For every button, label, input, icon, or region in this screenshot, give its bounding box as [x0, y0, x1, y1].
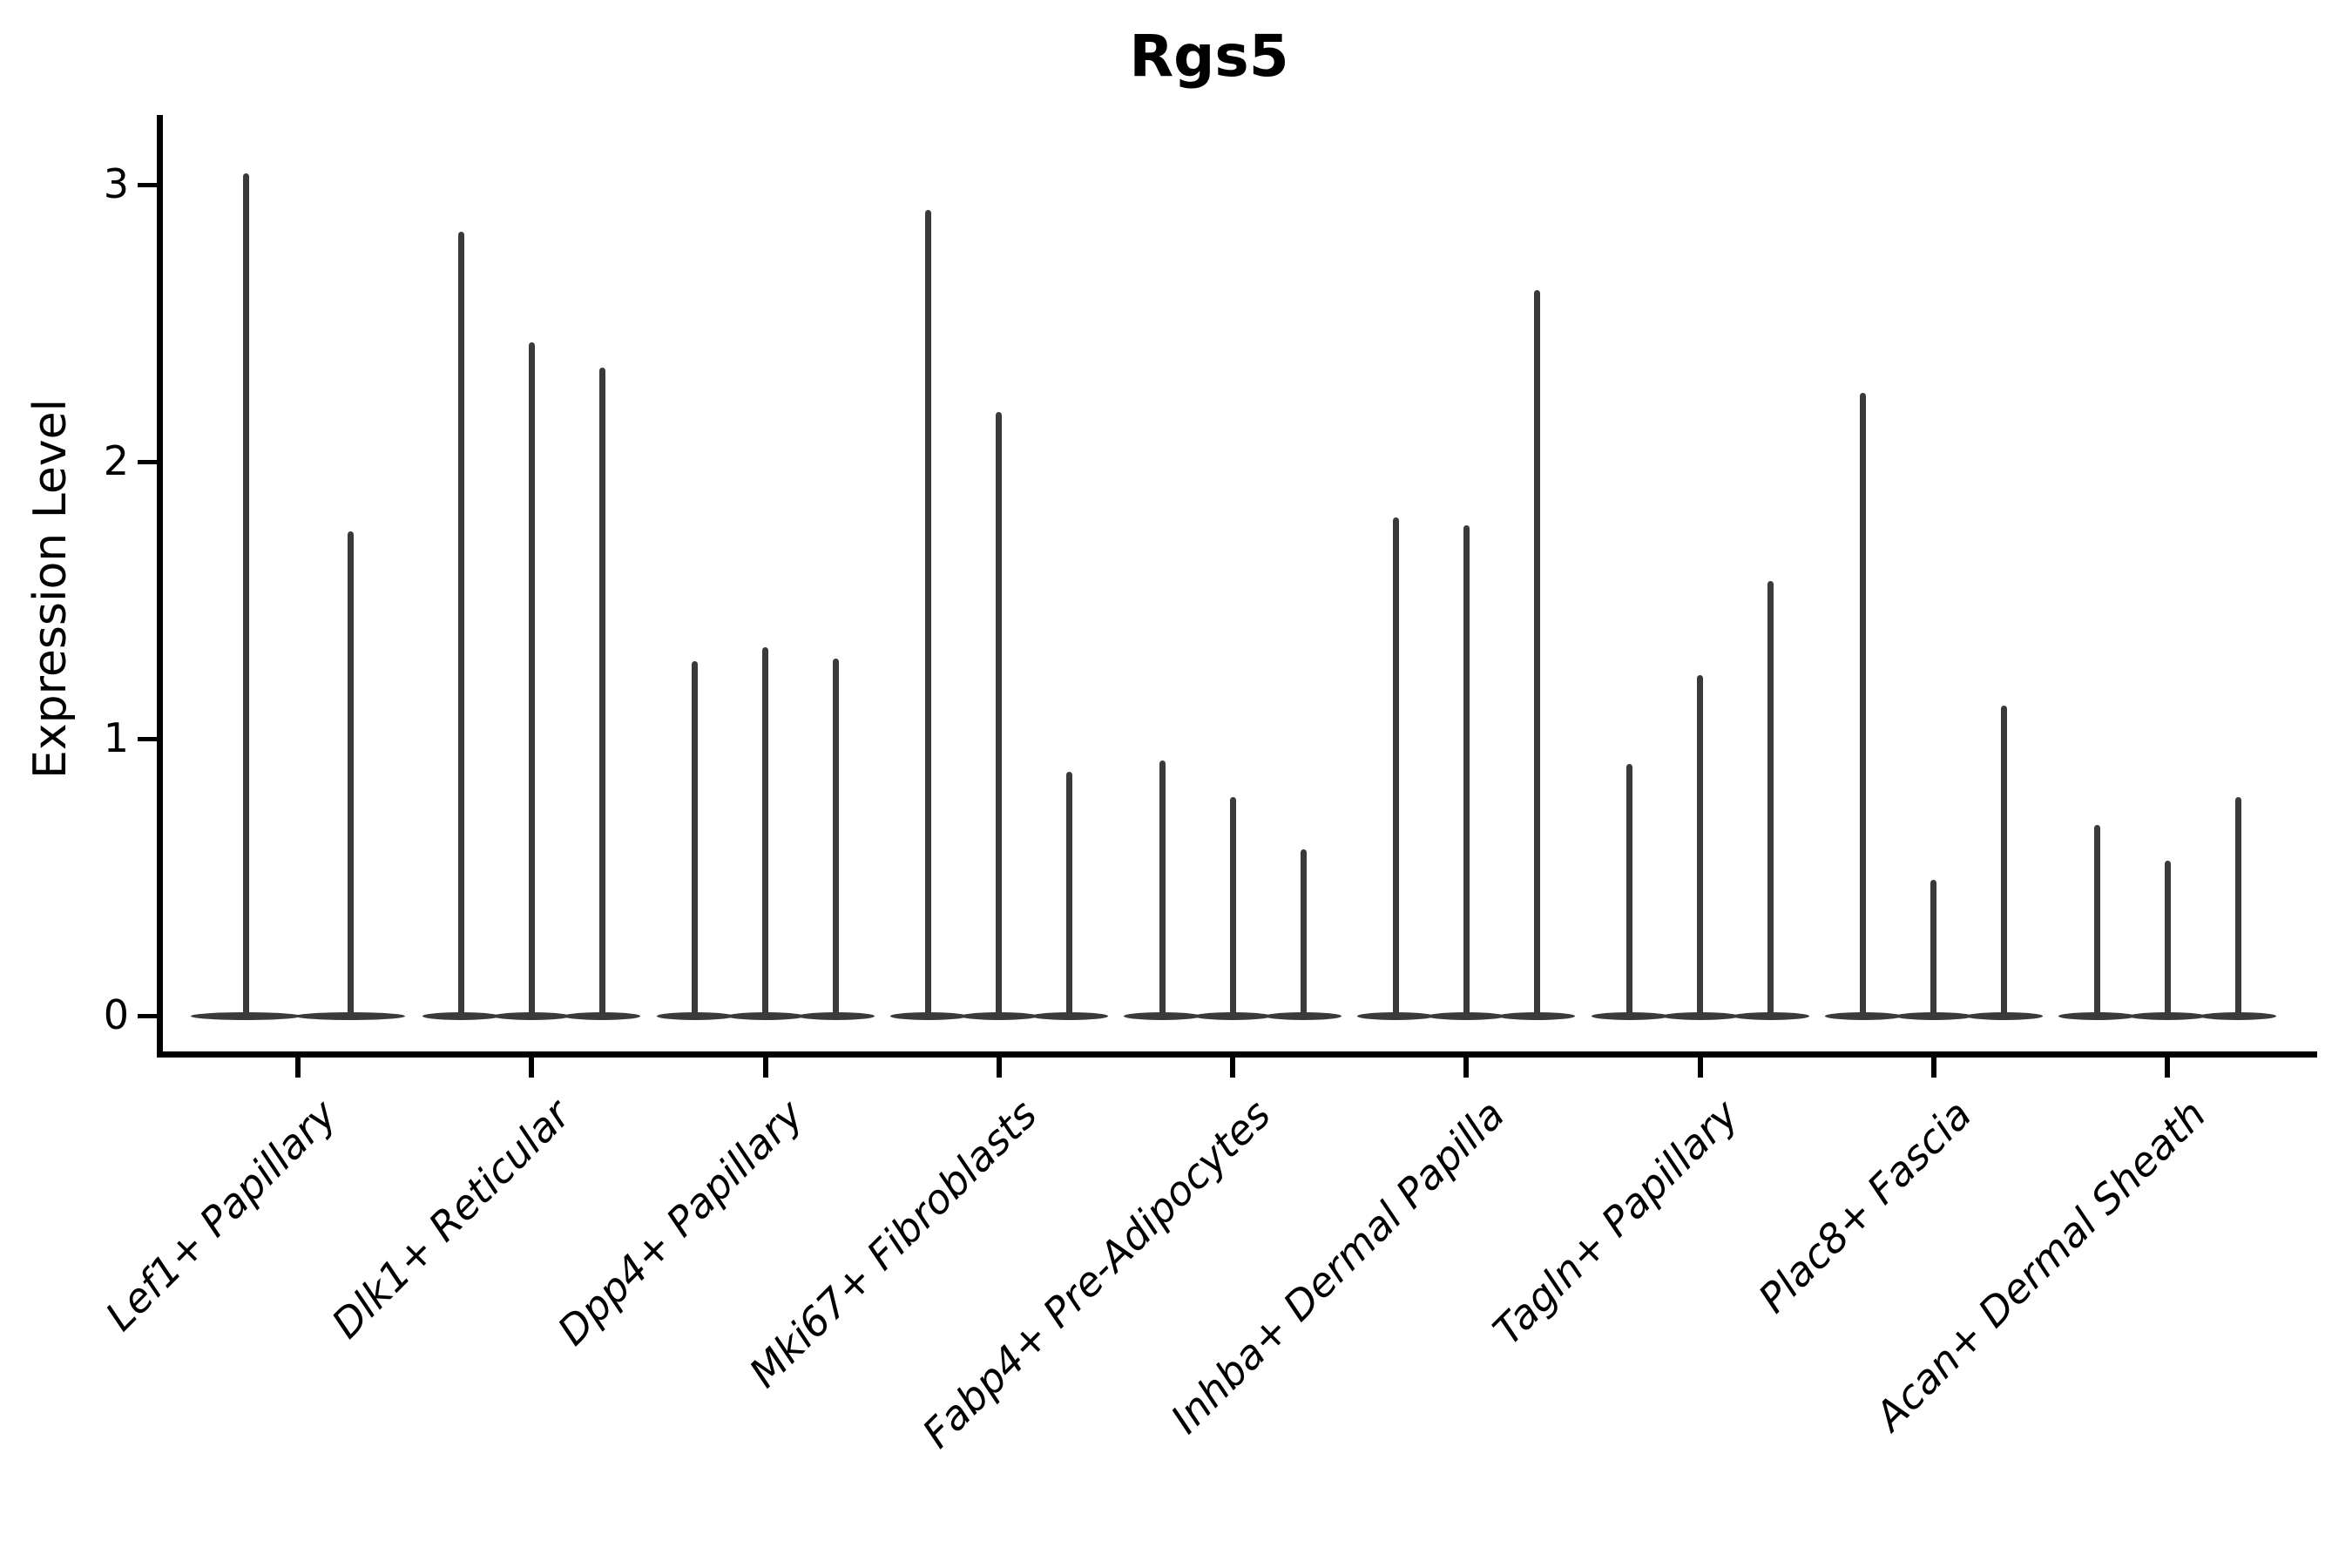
x-tick [1230, 1057, 1235, 1078]
violin-spike [1229, 796, 1236, 1019]
violin-spike [242, 173, 249, 1019]
x-tick [295, 1057, 301, 1078]
violin-spike [2234, 796, 2241, 1019]
x-category-label: Plac8+ Fascia [1749, 1091, 1981, 1322]
violin-spike [762, 647, 768, 1019]
x-axis-spine [157, 1051, 2317, 1058]
violin-spike [925, 209, 932, 1019]
violin-spike [1463, 525, 1470, 1019]
x-tick [1930, 1057, 1936, 1078]
x-tick [529, 1057, 535, 1078]
y-axis-label: Expression Level [24, 398, 77, 780]
violin-spike [996, 411, 1003, 1019]
y-tick-label: 3 [103, 159, 129, 207]
violin-spike [692, 660, 698, 1019]
y-tick [138, 736, 157, 741]
violin-spike [2164, 860, 2171, 1019]
x-tick [996, 1057, 1002, 1078]
violin-spike [1159, 760, 1166, 1019]
y-tick-label: 0 [103, 990, 129, 1038]
x-category-label: Tagln+ Papillary [1484, 1091, 1747, 1355]
violin-spike [2093, 824, 2100, 1019]
violin-spike [1300, 849, 1307, 1019]
y-tick-label: 1 [103, 713, 129, 761]
y-tick [138, 1013, 157, 1018]
violin-spike [2001, 705, 2008, 1019]
x-category-label: Dlk1+ Reticular [321, 1091, 579, 1348]
violin-spike [1930, 880, 1937, 1019]
chart-title: Rgs5 [1129, 23, 1289, 90]
violin-spike [598, 367, 605, 1019]
violin-spike [1697, 674, 1703, 1019]
violin-spike [457, 232, 464, 1019]
violin-spike [1767, 580, 1774, 1019]
violin-spike [347, 531, 354, 1019]
violin-spike [1860, 392, 1867, 1019]
x-tick [2165, 1057, 2170, 1078]
x-tick [762, 1057, 768, 1078]
violin-spike [1626, 763, 1632, 1019]
violin-spike [528, 342, 535, 1019]
x-tick [1463, 1057, 1470, 1078]
violin-spike [1066, 772, 1073, 1019]
y-tick [138, 459, 157, 464]
y-tick-label: 2 [103, 436, 129, 484]
violin-spike [1392, 517, 1399, 1019]
violin-spike [833, 658, 839, 1019]
x-tick [1697, 1057, 1703, 1078]
x-category-label: Dpp4+ Papillary [549, 1091, 813, 1355]
y-tick [138, 182, 157, 187]
y-axis-spine [157, 115, 163, 1057]
x-category-label: Lef1+ Papillary [96, 1091, 346, 1340]
violin-spike [1533, 289, 1540, 1019]
